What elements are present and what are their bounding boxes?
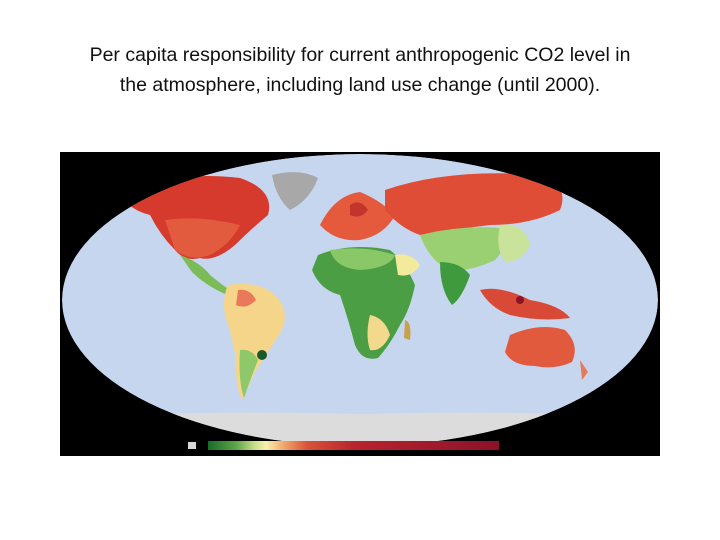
title-line: Per capita responsibility for current an… xyxy=(89,44,631,66)
legend-scale xyxy=(208,441,499,450)
title-line: the atmosphere, including land use chang… xyxy=(119,74,601,96)
globe xyxy=(62,154,658,446)
slide-title: Per capita responsibility for current an… xyxy=(0,40,720,100)
legend-no-data xyxy=(188,442,196,449)
